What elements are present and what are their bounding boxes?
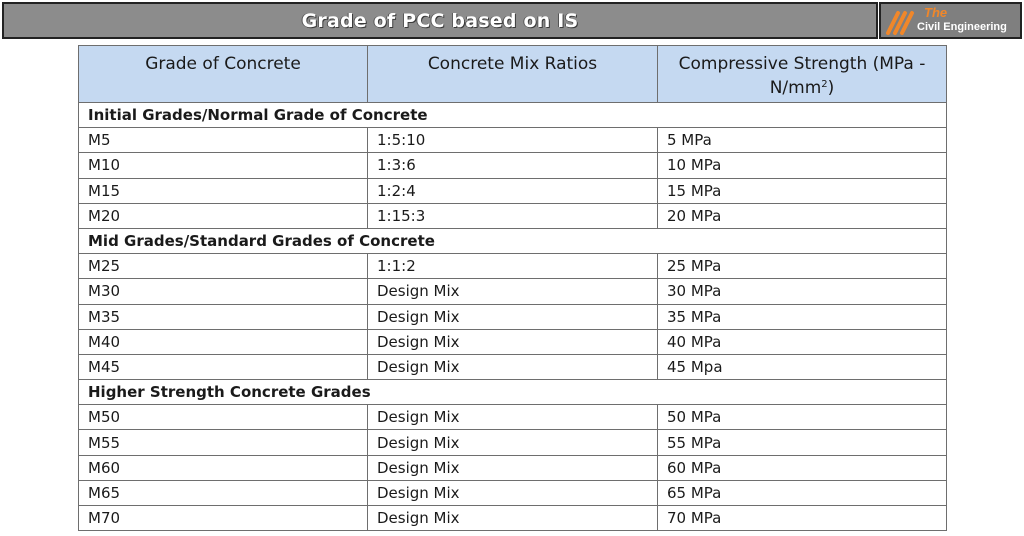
- table-row: M60 Design Mix 60 MPa: [78, 454, 947, 481]
- grade-cell: M65: [78, 479, 368, 507]
- mix-ratio-cell: Design Mix: [367, 454, 658, 481]
- table-row: M25 1:1:2 25 MPa: [78, 253, 947, 280]
- strength-cell: 20 MPa: [657, 202, 947, 229]
- header-mix-ratio: Concrete Mix Ratios: [367, 45, 658, 103]
- table-row: M65 Design Mix 65 MPa: [78, 479, 947, 507]
- grade-cell: M50: [78, 404, 368, 431]
- grade-cell: M10: [78, 152, 368, 179]
- strength-cell: 10 MPa: [657, 152, 947, 179]
- section-header-row: Higher Strength Concrete Grades: [78, 379, 947, 406]
- strength-cell: 15 MPa: [657, 177, 947, 204]
- strength-cell: 50 MPa: [657, 404, 947, 431]
- grade-cell: M60: [78, 454, 368, 481]
- strength-cell: 25 MPa: [657, 253, 947, 280]
- grade-cell: M25: [78, 253, 368, 280]
- grade-cell: M5: [78, 127, 368, 154]
- table-header-row: Grade of Concrete Concrete Mix Ratios Co…: [78, 45, 947, 103]
- section-header-row: Mid Grades/Standard Grades of Concrete: [78, 227, 947, 255]
- table-row: M40 Design Mix 40 MPa: [78, 328, 947, 355]
- mix-ratio-cell: 1:3:6: [367, 152, 658, 179]
- logo-text-name: Civil Engineering: [917, 21, 1007, 33]
- mix-ratio-cell: Design Mix: [367, 504, 658, 532]
- strength-cell: 35 MPa: [657, 303, 947, 330]
- strength-cell: 30 MPa: [657, 278, 947, 305]
- table-body: Initial Grades/Normal Grade of Concrete M…: [78, 101, 947, 532]
- table-row: M55 Design Mix 55 MPa: [78, 429, 947, 456]
- mix-ratio-cell: 1:15:3: [367, 202, 658, 229]
- grade-cell: M40: [78, 328, 368, 355]
- title-banner: Grade of PCC based on IS: [2, 2, 878, 39]
- mix-ratio-cell: Design Mix: [367, 429, 658, 456]
- logo: The Civil Engineering: [879, 2, 1022, 39]
- grade-cell: M70: [78, 504, 368, 532]
- strength-cell: 45 Mpa: [657, 353, 947, 381]
- logo-stripes-icon: [886, 11, 914, 35]
- mix-ratio-cell: 1:1:2: [367, 253, 658, 280]
- table-row: M10 1:3:6 10 MPa: [78, 152, 947, 179]
- concrete-grades-table: Grade of Concrete Concrete Mix Ratios Co…: [78, 45, 947, 532]
- header-strength-close: ): [827, 78, 835, 98]
- grade-cell: M20: [78, 202, 368, 229]
- table-row: M30 Design Mix 30 MPa: [78, 278, 947, 305]
- grade-cell: M15: [78, 177, 368, 204]
- mix-ratio-cell: Design Mix: [367, 404, 658, 431]
- mix-ratio-cell: 1:2:4: [367, 177, 658, 204]
- table-row: M70 Design Mix 70 MPa: [78, 504, 947, 532]
- header-strength-unit: N/mm: [769, 78, 822, 98]
- strength-cell: 70 MPa: [657, 504, 947, 532]
- logo-text-the: The: [924, 5, 948, 20]
- mix-ratio-cell: Design Mix: [367, 353, 658, 381]
- table-row: M20 1:15:3 20 MPa: [78, 202, 947, 229]
- header-grade: Grade of Concrete: [78, 45, 368, 103]
- strength-cell: 55 MPa: [657, 429, 947, 456]
- table-row: M5 1:5:10 5 MPa: [78, 127, 947, 154]
- strength-cell: 60 MPa: [657, 454, 947, 481]
- table-row: M15 1:2:4 15 MPa: [78, 177, 947, 204]
- mix-ratio-cell: Design Mix: [367, 479, 658, 507]
- section-title: Initial Grades/Normal Grade of Concrete: [78, 101, 947, 129]
- strength-cell: 65 MPa: [657, 479, 947, 507]
- grade-cell: M55: [78, 429, 368, 456]
- mix-ratio-cell: Design Mix: [367, 303, 658, 330]
- page-title: Grade of PCC based on IS: [301, 9, 579, 32]
- table-row: M50 Design Mix 50 MPa: [78, 404, 947, 431]
- strength-cell: 5 MPa: [657, 127, 947, 154]
- grade-cell: M35: [78, 303, 368, 330]
- section-title: Higher Strength Concrete Grades: [78, 379, 947, 406]
- mix-ratio-cell: Design Mix: [367, 328, 658, 355]
- mix-ratio-cell: 1:5:10: [367, 127, 658, 154]
- section-title: Mid Grades/Standard Grades of Concrete: [78, 227, 947, 255]
- table-row: M35 Design Mix 35 MPa: [78, 303, 947, 330]
- header-strength-exponent: 2: [821, 79, 828, 90]
- header-compressive-strength: Compressive Strength (MPa - N/mm2): [657, 45, 947, 103]
- mix-ratio-cell: Design Mix: [367, 278, 658, 305]
- header-strength-line1: Compressive Strength (MPa -: [678, 54, 926, 74]
- strength-cell: 40 MPa: [657, 328, 947, 355]
- section-header-row: Initial Grades/Normal Grade of Concrete: [78, 101, 947, 129]
- table-row: M45 Design Mix 45 Mpa: [78, 353, 947, 381]
- grade-cell: M45: [78, 353, 368, 381]
- grade-cell: M30: [78, 278, 368, 305]
